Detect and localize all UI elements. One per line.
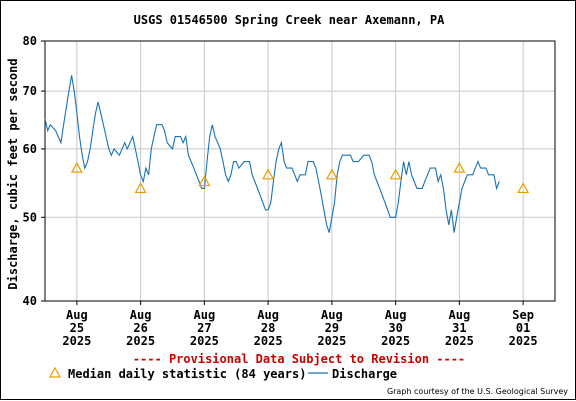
provisional-annotation: ---- Provisional Data Subject to Revisio… (133, 352, 465, 366)
median-marker (389, 168, 402, 180)
x-tick-label: Aug (385, 308, 407, 322)
y-tick-label: 80 (23, 34, 37, 48)
x-tick-label: 2025 (381, 334, 410, 348)
x-tick-label: Aug (321, 308, 343, 322)
legend-median-label: Median daily statistic (84 years) (68, 367, 306, 381)
plot-area-border (44, 40, 556, 302)
x-tick-label: Aug (130, 308, 152, 322)
chart-title: USGS 01546500 Spring Creek near Axemann,… (134, 13, 445, 27)
x-tick-label: 31 (452, 321, 466, 335)
x-tick-label: 2025 (445, 334, 474, 348)
x-tick-label: 25 (70, 321, 84, 335)
legend-median-triangle-icon (48, 366, 62, 378)
x-tick-label: Aug (257, 308, 279, 322)
x-tick-label: 26 (133, 321, 147, 335)
x-tick-label: Aug (66, 308, 88, 322)
x-axis-ticks: Aug252025Aug262025Aug272025Aug282025Aug2… (62, 301, 538, 348)
x-tick-label: Aug (449, 308, 471, 322)
x-tick-label: 30 (388, 321, 402, 335)
grid (45, 41, 555, 301)
x-tick-label: 2025 (126, 334, 155, 348)
x-tick-label: 2025 (509, 334, 538, 348)
series-layer (44, 75, 530, 233)
x-tick-label: Sep (512, 308, 534, 322)
x-tick-label: 2025 (190, 334, 219, 348)
x-tick-label: 29 (325, 321, 339, 335)
legend: Median daily statistic (84 years) Discha… (48, 366, 397, 381)
x-tick-label: 27 (197, 321, 211, 335)
x-tick-label: Aug (194, 308, 216, 322)
median-marker (134, 182, 147, 194)
median-marker (453, 161, 466, 173)
y-tick-label: 40 (23, 294, 37, 308)
y-tick-label: 60 (23, 142, 37, 156)
x-tick-label: 2025 (317, 334, 346, 348)
y-axis-ticks: 40 50 60 70 80 (23, 34, 45, 308)
median-marker (70, 161, 83, 173)
y-tick-label: 50 (23, 210, 37, 224)
legend-discharge-label: Discharge (332, 367, 397, 381)
y-tick-label: 70 (23, 84, 37, 98)
x-tick-label: 28 (261, 321, 275, 335)
median-marker (325, 168, 338, 180)
median-marker (262, 168, 275, 180)
y-axis-label: Discharge, cubic feet per second (6, 58, 20, 289)
x-tick-label: 2025 (254, 334, 283, 348)
x-tick-label: 01 (516, 321, 530, 335)
median-marker (198, 175, 211, 187)
credit-text: Graph courtesy of the U.S. Geological Su… (387, 387, 568, 396)
median-marker (517, 182, 530, 194)
discharge-line (44, 75, 500, 233)
x-tick-label: 2025 (62, 334, 91, 348)
